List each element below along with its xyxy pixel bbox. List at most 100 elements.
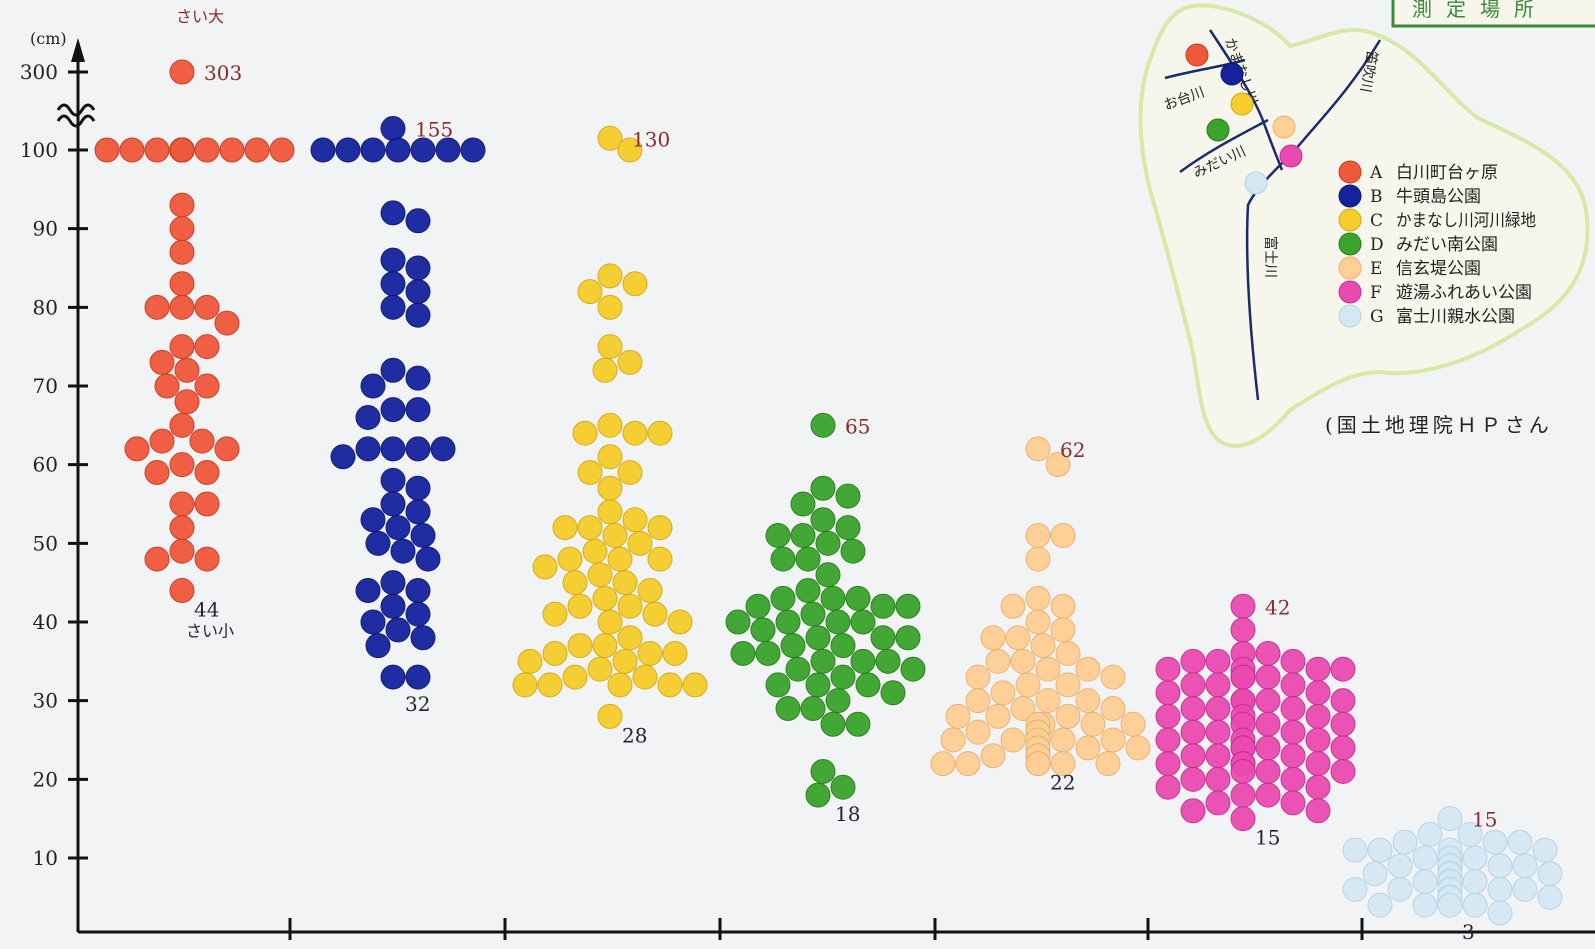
dot-point [637, 640, 663, 666]
dot-point [415, 546, 441, 572]
dot-point [1330, 735, 1356, 761]
series-E-dots [930, 436, 1151, 777]
dot-point [1045, 452, 1071, 478]
dot-point [124, 436, 150, 462]
dot-point [597, 263, 623, 289]
dot-point [537, 672, 563, 698]
dot-point [1255, 640, 1281, 666]
dot-point [385, 137, 411, 163]
dot-point [1330, 688, 1356, 714]
series-G-min-label: 3 [1462, 920, 1475, 944]
dot-point [335, 137, 361, 163]
dot-point [405, 475, 431, 501]
dot-point [765, 522, 791, 548]
dot-point [1015, 672, 1041, 698]
dot-point [410, 625, 436, 651]
dot-point [149, 349, 175, 375]
dot-point [965, 719, 991, 745]
dot-point [622, 507, 648, 533]
map-location-E [1272, 115, 1296, 139]
dot-point [1230, 664, 1256, 690]
dot-point [1367, 837, 1393, 863]
dot-point [1050, 593, 1076, 619]
legend-swatch-D [1338, 232, 1362, 256]
dot-point [1055, 703, 1081, 729]
dot-point [169, 412, 195, 438]
legend-item-name: 富士川親水公園 [1396, 307, 1515, 327]
dot-point [1180, 696, 1206, 722]
dot-point [380, 247, 406, 273]
corner-label-text: 測定場所 [1412, 0, 1548, 21]
dot-point [169, 334, 195, 360]
dot-point [810, 412, 836, 438]
dot-point [380, 294, 406, 320]
dot-point [785, 656, 811, 682]
dot-point [1412, 869, 1438, 895]
y-tick-label: 100 [20, 138, 58, 162]
dot-point [405, 578, 431, 604]
dot-point [940, 727, 966, 753]
dot-point [810, 475, 836, 501]
dot-point [682, 672, 708, 698]
dot-point [607, 546, 633, 572]
dot-point [1230, 617, 1256, 643]
legend-key: B [1370, 187, 1383, 207]
dot-point [775, 696, 801, 722]
dot-point [380, 271, 406, 297]
y-tick-label: 30 [33, 689, 58, 713]
dot-point [1205, 719, 1231, 745]
dot-point [1025, 609, 1051, 635]
dot-point [562, 664, 588, 690]
dot-point [1075, 688, 1101, 714]
dot-point [1120, 711, 1146, 737]
series-B-dots [310, 116, 486, 690]
dot-point [169, 515, 195, 541]
dot-point [845, 711, 871, 737]
dot-point [607, 672, 633, 698]
legend-key: G [1370, 307, 1384, 327]
dot-point [870, 593, 896, 619]
dot-point [244, 137, 270, 163]
river-label: 富士川 [1262, 236, 1279, 278]
dot-point [795, 578, 821, 604]
dot-point [825, 609, 851, 635]
legend-item-name: みだい南公園 [1396, 235, 1498, 255]
dot-point [1205, 743, 1231, 769]
dot-point [810, 507, 836, 533]
series-F-min-label: 15 [1255, 826, 1280, 850]
dot-point [1005, 625, 1031, 651]
legend-swatch-G [1338, 304, 1362, 328]
dot-point [1412, 892, 1438, 918]
dot-point [895, 625, 921, 651]
dot-point [1025, 751, 1051, 777]
dot-point [850, 648, 876, 674]
dot-point [725, 609, 751, 635]
series-F-dots [1155, 593, 1356, 832]
y-tick-label: 40 [33, 610, 58, 634]
dot-point [577, 460, 603, 486]
dot-point [1000, 727, 1026, 753]
dot-point [1230, 806, 1256, 832]
dot-point [380, 116, 406, 142]
y-tick-label: 300 [20, 60, 58, 84]
dot-point [805, 625, 831, 651]
series-A-max-label: 303 [204, 61, 242, 85]
dot-point [1457, 821, 1483, 847]
dot-point [1035, 688, 1061, 714]
dot-point [805, 782, 831, 808]
dot-point [730, 640, 756, 666]
dot-point [930, 751, 956, 777]
dot-point [1180, 798, 1206, 824]
dot-point [169, 452, 195, 478]
dot-point [365, 633, 391, 659]
dot-point [815, 530, 841, 556]
y-tick-label: 50 [33, 531, 58, 555]
dot-point [1255, 688, 1281, 714]
dot-point [1305, 703, 1331, 729]
dot-point [169, 239, 195, 265]
dot-point [1487, 876, 1513, 902]
dot-point [790, 491, 816, 517]
dot-point [1512, 853, 1538, 879]
